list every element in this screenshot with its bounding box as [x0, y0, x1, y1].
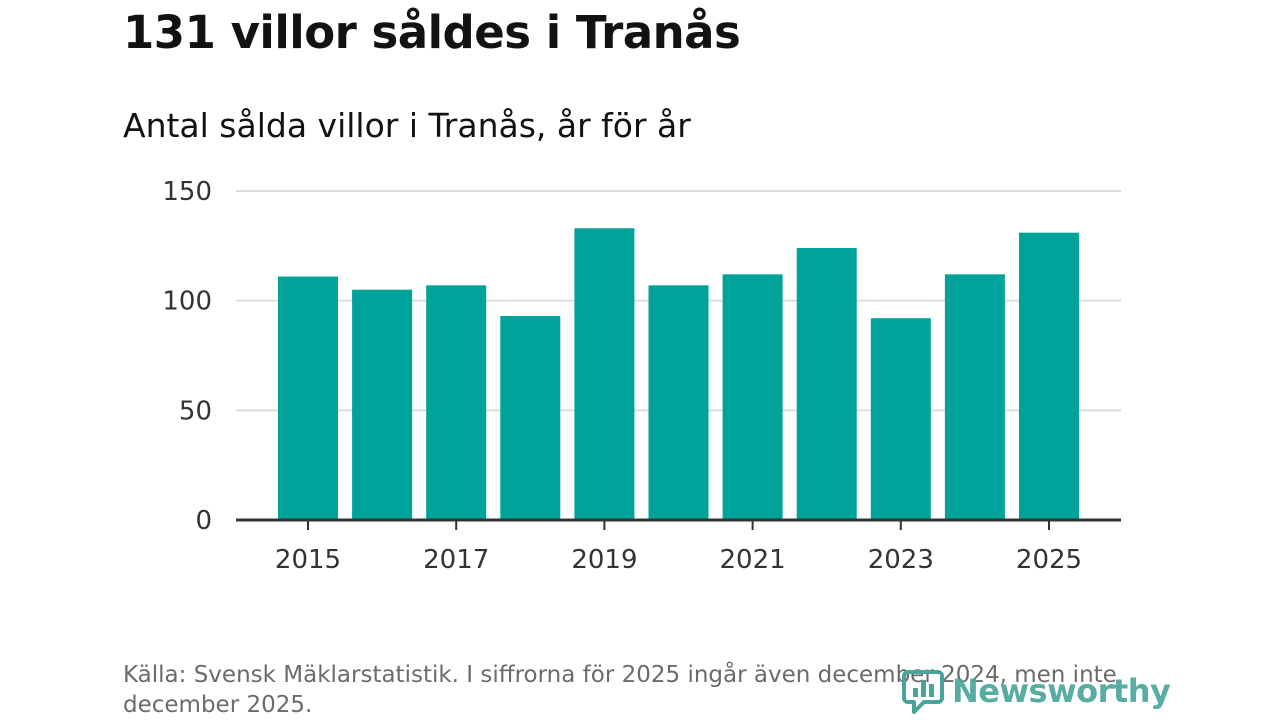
- bar-2019: [574, 228, 635, 520]
- bars: [278, 228, 1079, 520]
- bar-2022: [796, 248, 857, 520]
- bar-2017: [426, 285, 487, 520]
- axes: [236, 518, 1121, 530]
- bar-2020: [648, 285, 709, 520]
- chart-subtitle: Antal sålda villor i Tranås, år för år: [123, 106, 691, 145]
- y-tick-label: 50: [179, 396, 212, 426]
- bar-2015: [278, 276, 338, 520]
- x-tick-label: 2023: [868, 545, 934, 575]
- y-tick-label: 100: [162, 287, 212, 317]
- y-tick-label: 150: [162, 177, 212, 207]
- chart-title: 131 villor såldes i Tranås: [123, 6, 741, 59]
- bar-2023: [870, 318, 931, 520]
- x-tick-label: 2025: [1016, 545, 1082, 575]
- bar-2021: [722, 274, 783, 520]
- bar-2018: [500, 316, 561, 520]
- bar-chart: 0 50 100 150 2015 2017 2019 2021 2023 2025: [162, 177, 1121, 575]
- x-tick-label: 2017: [423, 545, 489, 575]
- x-tick-label: 2019: [571, 545, 637, 575]
- newsworthy-chart-logo-icon: [902, 670, 944, 714]
- brand-name: Newsworthy: [952, 672, 1171, 710]
- source-note: Källa: Svensk Mäklarstatistik. I siffror…: [123, 662, 1117, 718]
- bar-2025: [1019, 232, 1079, 520]
- tick-labels: 0 50 100 150 2015 2017 2019 2021 2023 2025: [162, 177, 1082, 575]
- x-tick-label: 2015: [275, 545, 341, 575]
- x-tick-label: 2021: [720, 545, 786, 575]
- y-tick-label: 0: [195, 506, 212, 536]
- newsworthy-brand: Newsworthy: [902, 668, 1171, 714]
- bar-2016: [352, 289, 413, 520]
- bar-2024: [944, 274, 1005, 520]
